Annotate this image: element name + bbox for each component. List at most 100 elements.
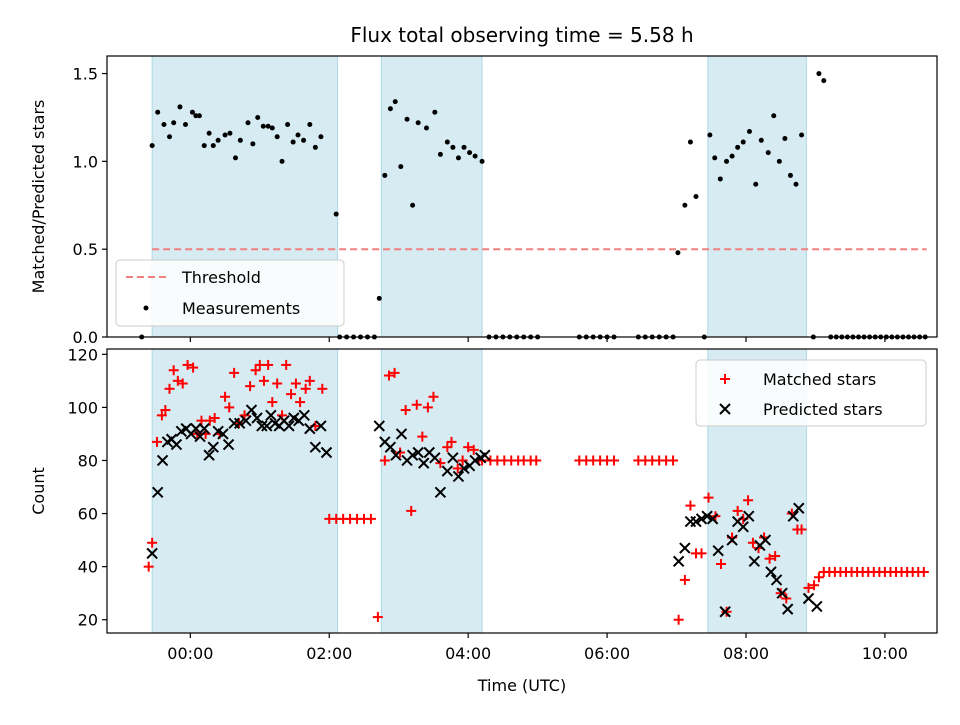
predicted-star-point xyxy=(256,420,268,432)
predicted-star-point xyxy=(479,449,491,461)
predicted-star-point xyxy=(395,428,408,440)
predicted-star-point xyxy=(787,510,799,522)
matched-star-point xyxy=(143,561,154,572)
measurement-point xyxy=(255,114,261,120)
axes-frame xyxy=(106,348,938,634)
measurement-point xyxy=(250,141,256,147)
matched-star-point xyxy=(209,413,220,424)
measurement-point xyxy=(196,113,202,119)
measurement-point xyxy=(467,150,473,156)
cross-b xyxy=(256,420,268,432)
matched-star-point xyxy=(254,359,265,370)
predicted-star-point xyxy=(315,420,327,432)
cross-b xyxy=(743,510,755,522)
predicted-star-point xyxy=(207,441,219,453)
measurement-point xyxy=(398,164,404,170)
predicted-star-point xyxy=(217,428,229,440)
matched-star-point xyxy=(196,415,207,426)
measurement-point xyxy=(746,129,752,135)
cross-b xyxy=(251,412,263,424)
matched-star-point xyxy=(295,397,306,408)
observing-window-band xyxy=(380,348,483,634)
cross-b xyxy=(151,486,164,499)
matched-star-point xyxy=(770,551,781,562)
y-tick-label: 100 xyxy=(67,398,98,417)
measurement-point xyxy=(232,155,238,161)
matched-star-point xyxy=(229,367,240,378)
measurement-point xyxy=(472,153,478,159)
predicted-star-point xyxy=(706,513,719,525)
matched-star-point xyxy=(813,572,824,583)
measurement-point xyxy=(245,120,251,126)
cross-b xyxy=(146,547,158,560)
measurement-point xyxy=(171,120,177,126)
measurement-point xyxy=(793,181,799,187)
cross-b xyxy=(726,534,738,546)
measurement-point xyxy=(269,125,275,131)
measurement-point xyxy=(753,181,759,187)
matched-star-point xyxy=(696,548,707,559)
predicted-star-point xyxy=(373,420,385,432)
matched-star-point xyxy=(156,410,167,421)
predicted-star-point xyxy=(298,409,310,422)
cross-b xyxy=(309,441,322,453)
matched-star-point xyxy=(267,397,278,408)
matched-star-point xyxy=(796,524,807,535)
predicted-star-point xyxy=(320,446,333,459)
predicted-star-point xyxy=(701,510,713,522)
matched-star-point xyxy=(389,367,400,378)
predicted-star-point xyxy=(261,420,273,432)
matched-star-point xyxy=(918,566,929,577)
measurement-point xyxy=(182,121,188,127)
cross-b xyxy=(156,454,169,467)
cross-b xyxy=(212,425,224,437)
cross-b xyxy=(423,446,435,459)
cross-b xyxy=(434,486,447,499)
legend-matched-label: Matched stars xyxy=(763,370,876,389)
cross-b xyxy=(180,422,192,435)
legend: Threshold Measurements xyxy=(115,259,345,327)
cross-b xyxy=(695,513,708,525)
legend-box xyxy=(115,259,345,327)
cross-b xyxy=(811,600,823,613)
measurement-point xyxy=(687,139,693,145)
cross-b xyxy=(320,446,333,459)
cross-b xyxy=(447,452,459,464)
predicted-star-point xyxy=(233,417,246,430)
cross-b xyxy=(458,462,470,475)
measurement-point xyxy=(707,132,713,138)
y-tick-label: 60 xyxy=(78,505,98,524)
axes-frame xyxy=(106,55,938,338)
measurement-point xyxy=(776,158,782,164)
measurement-point xyxy=(724,158,730,164)
predicted-star-point xyxy=(190,422,202,435)
matched-star-point xyxy=(272,378,283,389)
predicted-star-point xyxy=(245,404,258,416)
predicted-star-point xyxy=(672,555,685,568)
cross-b xyxy=(304,422,316,435)
measurement-point xyxy=(404,116,410,122)
matched-star-point xyxy=(245,381,256,392)
measurement-point xyxy=(450,144,456,150)
cross-b xyxy=(170,438,183,451)
matched-star-point xyxy=(764,553,775,564)
matched-star-point xyxy=(685,500,696,511)
cross-b xyxy=(288,412,300,424)
measurement-point xyxy=(740,139,746,145)
predicted-star-point xyxy=(458,462,470,475)
measurement-point xyxy=(816,71,822,77)
measurement-point xyxy=(415,120,421,126)
matched-star-point xyxy=(365,513,376,524)
cross-b xyxy=(787,510,799,522)
cross-b xyxy=(429,452,441,464)
cross-b xyxy=(269,417,281,430)
matched-star-point xyxy=(609,455,620,466)
predicted-star-point xyxy=(469,454,481,467)
predicted-star-point xyxy=(695,513,708,525)
matched-star-point xyxy=(743,495,754,506)
cross-b xyxy=(479,449,491,461)
x-tick-label: 10:00 xyxy=(862,644,908,663)
cross-b xyxy=(781,603,794,615)
measurement-point xyxy=(177,104,183,110)
predicted-star-point xyxy=(384,441,397,453)
